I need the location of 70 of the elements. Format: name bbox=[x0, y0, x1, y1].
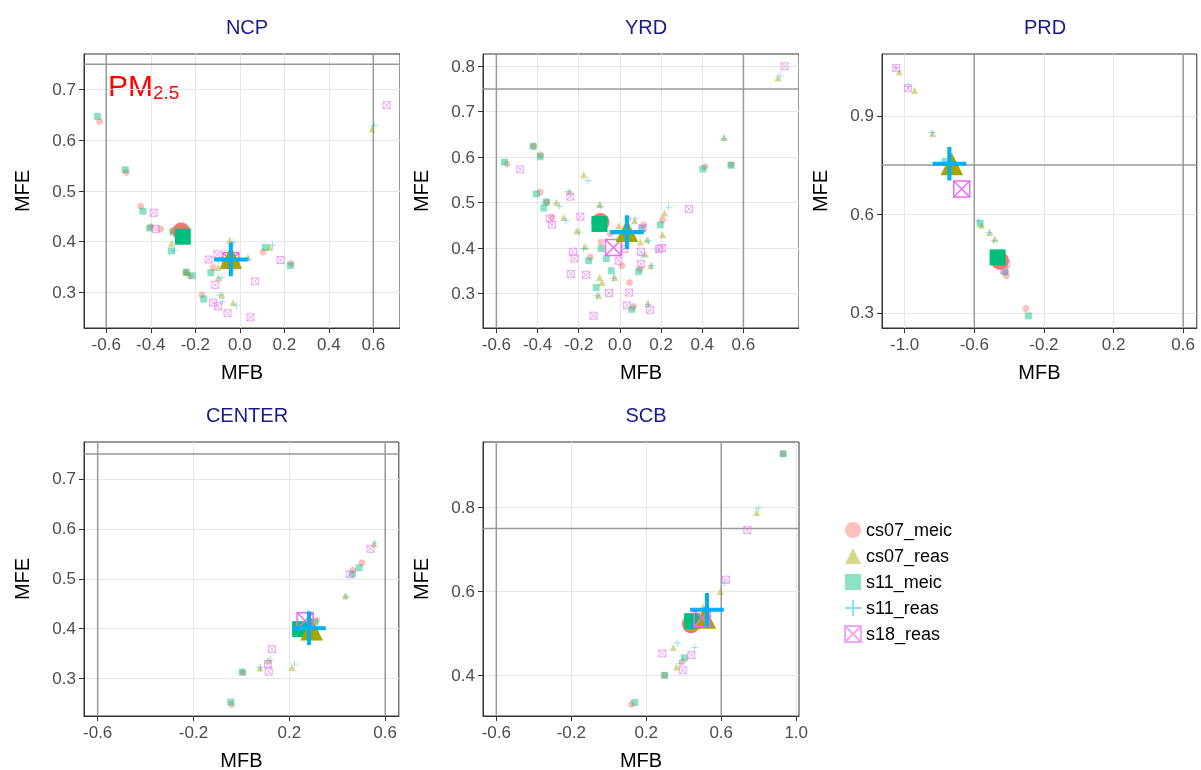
legend-label: cs07_meic bbox=[866, 520, 953, 541]
x-tick-label: 0.4 bbox=[316, 335, 341, 354]
x-tick-label: 0.6 bbox=[1171, 335, 1195, 354]
y-axis-title: MFE bbox=[11, 169, 33, 213]
y-tick-label: 0.5 bbox=[52, 181, 76, 201]
x-tick-label: -0.2 bbox=[564, 335, 594, 354]
legend-label: s18_reas bbox=[866, 624, 941, 645]
x-axis-title: MFB bbox=[1018, 361, 1061, 383]
y-tick-label: 0.3 bbox=[451, 283, 475, 303]
x-tick-label: 0.0 bbox=[608, 335, 632, 354]
y-tick-label: 0.8 bbox=[451, 56, 475, 76]
y-tick-label: 0.6 bbox=[451, 581, 475, 601]
x-tick-label: 0.2 bbox=[1101, 335, 1126, 354]
y-tick-label: 0.7 bbox=[52, 469, 76, 489]
x-tick-label: 0.2 bbox=[272, 335, 297, 354]
y-axis-title: MFE bbox=[410, 557, 432, 601]
legend-label: s11_meic bbox=[866, 572, 942, 593]
x-tick-label: -0.4 bbox=[522, 335, 553, 354]
chart-title: NCP bbox=[225, 16, 269, 38]
x-tick-label: -0.2 bbox=[1029, 335, 1059, 354]
x-tick-label: -0.2 bbox=[180, 335, 210, 354]
y-tick-label: 0.3 bbox=[850, 303, 874, 323]
y-axis-title: MFE bbox=[809, 169, 831, 213]
x-tick-label: -0.4 bbox=[136, 335, 166, 354]
y-tick-label: 0.6 bbox=[52, 519, 76, 539]
y-axis-title: MFE bbox=[410, 169, 432, 213]
x-tick-label: 0.2 bbox=[277, 723, 302, 742]
y-tick-label: 0.7 bbox=[52, 80, 76, 100]
y-tick-label: 0.5 bbox=[52, 569, 76, 589]
y-tick-label: 0.9 bbox=[850, 106, 874, 126]
y-tick-label: 0.5 bbox=[451, 193, 475, 213]
chart-title: PRD bbox=[1023, 16, 1067, 38]
y-tick-label: 0.7 bbox=[451, 102, 475, 122]
y-tick-label: 0.3 bbox=[52, 669, 76, 689]
y-tick-label: 0.6 bbox=[451, 147, 475, 167]
x-tick-label: 0.2 bbox=[649, 335, 673, 354]
x-tick-label: 0.6 bbox=[373, 723, 397, 742]
y-tick-label: 0.4 bbox=[451, 238, 475, 258]
x-tick-label: -0.6 bbox=[91, 335, 121, 354]
x-tick-label: -0.6 bbox=[481, 335, 512, 354]
x-axis-title: MFB bbox=[619, 749, 663, 770]
y-tick-label: 0.4 bbox=[52, 619, 76, 639]
x-tick-label: -0.2 bbox=[178, 723, 209, 742]
x-tick-label: 0.0 bbox=[227, 335, 252, 354]
x-tick-label: -0.6 bbox=[481, 723, 511, 742]
x-tick-label: 0.6 bbox=[709, 723, 734, 742]
y-tick-label: 0.4 bbox=[52, 232, 76, 252]
y-axis-title: MFE bbox=[11, 557, 33, 601]
x-tick-label: -0.6 bbox=[83, 723, 113, 742]
x-axis-title: MFB bbox=[619, 361, 663, 383]
x-tick-label: 1.0 bbox=[784, 723, 809, 742]
y-tick-label: 0.6 bbox=[52, 130, 76, 150]
x-tick-label: 0.4 bbox=[690, 335, 715, 354]
chart-title: YRD bbox=[624, 16, 668, 38]
chart-title: SCB bbox=[625, 404, 667, 426]
legend-label: s11_reas bbox=[866, 598, 939, 619]
x-tick-label: 0.6 bbox=[361, 335, 386, 354]
y-tick-label: 0.4 bbox=[451, 665, 475, 685]
x-tick-label: -1.0 bbox=[889, 335, 920, 354]
x-axis-title: MFB bbox=[220, 749, 263, 770]
x-axis-title: MFB bbox=[220, 361, 264, 383]
x-tick-label: 0.2 bbox=[634, 723, 659, 742]
x-tick-label: -0.2 bbox=[556, 723, 586, 742]
chart-title: CENTER bbox=[205, 404, 289, 426]
legend-label: cs07_reas bbox=[866, 546, 950, 567]
y-tick-label: 0.3 bbox=[52, 282, 76, 302]
x-tick-label: -0.6 bbox=[959, 335, 989, 354]
y-tick-label: 0.6 bbox=[850, 204, 874, 224]
y-tick-label: 0.8 bbox=[451, 497, 475, 517]
x-tick-label: 0.6 bbox=[731, 335, 756, 354]
